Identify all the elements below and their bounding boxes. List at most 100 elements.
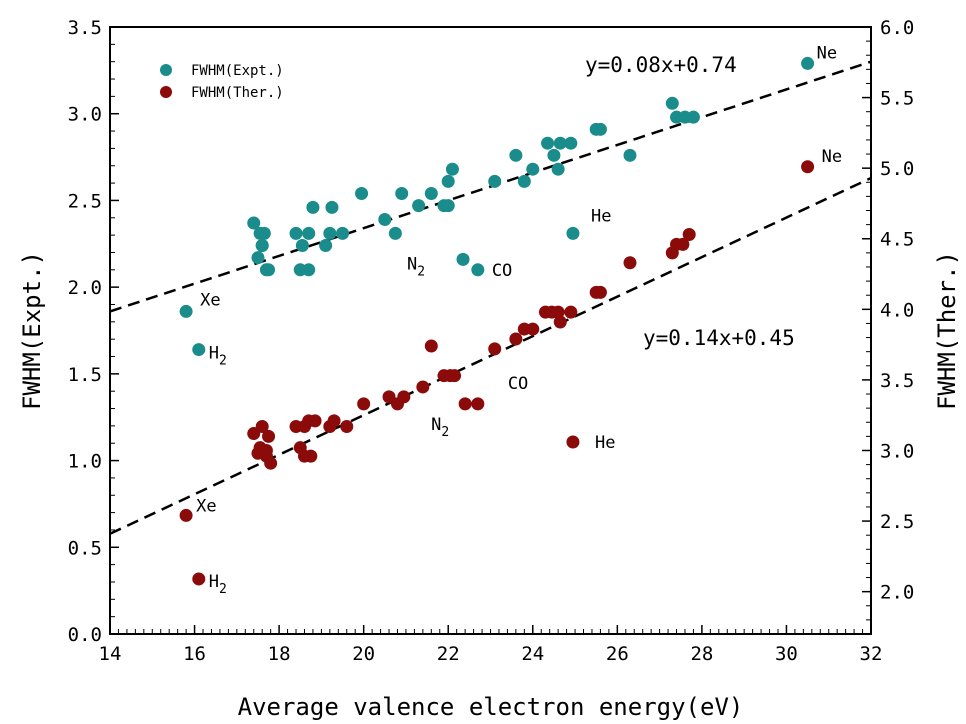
point-ther (682, 228, 696, 242)
point-expt (192, 343, 206, 357)
point-expt (262, 263, 276, 277)
point-ther (264, 456, 278, 470)
y-tick-label: 0.0 (68, 624, 102, 646)
point-ther (488, 342, 502, 356)
annotation-n: N2 (431, 415, 449, 440)
point-expt (623, 148, 637, 162)
point-expt (255, 239, 269, 253)
point-expt (179, 304, 193, 318)
annotation-he: He (595, 433, 615, 453)
point-ther (340, 419, 354, 433)
annotation-xe: Xe (196, 496, 216, 516)
point-ther (448, 369, 462, 383)
point-ther (255, 419, 269, 433)
point-expt (336, 226, 350, 240)
annotation-ne: Ne (817, 43, 837, 63)
y-tick-label: 1.5 (68, 364, 102, 386)
y2-tick-label: 5.5 (880, 88, 914, 110)
annotation-he: He (591, 206, 611, 226)
point-ther (551, 305, 565, 319)
legend-label-expt: FWHM(Expt.) (191, 63, 284, 79)
annotation-h: H2 (209, 344, 227, 369)
point-expt (526, 162, 540, 176)
point-expt (456, 252, 470, 266)
point-expt (251, 251, 265, 265)
annotation-n: N2 (407, 254, 425, 279)
point-ther (192, 572, 206, 586)
point-expt (553, 136, 567, 150)
point-ther (357, 397, 371, 411)
point-ther (566, 435, 580, 449)
data-points (179, 56, 815, 586)
point-expt (593, 122, 607, 136)
x-tick-label: 24 (521, 643, 544, 665)
point-ther (593, 285, 607, 299)
x-tick-label: 32 (860, 643, 883, 665)
annotation-ne: Ne (822, 147, 842, 167)
point-expt (566, 226, 580, 240)
annotation-text: CO (508, 374, 528, 394)
point-expt (665, 96, 679, 110)
point-expt (395, 186, 409, 200)
legend: FWHM(Expt.) FWHM(Ther.) (160, 63, 284, 101)
point-ther (416, 380, 430, 394)
y-tick-label: 2.5 (68, 190, 102, 212)
annotation-subscript: 2 (219, 354, 227, 369)
y2-tick-label: 3.5 (880, 370, 914, 392)
point-expt (295, 239, 309, 253)
annotation-text: Xe (196, 496, 216, 516)
point-expt (509, 148, 523, 162)
x-tick-label: 18 (268, 643, 291, 665)
fit-line-ther (109, 176, 872, 535)
point-expt (306, 200, 320, 214)
plot-frame (109, 26, 872, 635)
point-ther (564, 305, 578, 319)
y2-tick-label: 4.5 (880, 229, 914, 251)
fit-lines (109, 60, 872, 535)
legend-label-ther: FWHM(Ther.) (191, 85, 284, 101)
point-expt (441, 174, 455, 188)
point-expt (247, 216, 261, 230)
point-expt (388, 226, 402, 240)
annotation-text: He (595, 433, 615, 453)
point-ther (471, 397, 485, 411)
point-expt (302, 263, 316, 277)
point-expt (541, 136, 555, 150)
point-expt (445, 162, 459, 176)
point-expt (424, 186, 438, 200)
fit-line-expt (109, 60, 872, 313)
annotation-text: Xe (200, 290, 220, 310)
x-axis-title: Average valence electron energy(eV) (238, 693, 744, 721)
annotation-text: CO (492, 261, 512, 281)
point-expt (378, 213, 392, 227)
point-ther (259, 443, 273, 457)
annotation-text: H (209, 572, 219, 592)
y2-tick-label: 3.0 (880, 440, 914, 462)
point-ther (526, 322, 540, 336)
fit-equation-ther: y=0.14x+0.45 (643, 326, 795, 350)
y-tick-label: 2.0 (68, 277, 102, 299)
point-expt (471, 263, 485, 277)
point-ther (553, 315, 567, 329)
y2-axis-title: FWHM(Ther.) (933, 251, 961, 410)
x-tick-label: 20 (352, 643, 375, 665)
point-ther (509, 332, 523, 346)
annotation-h: H2 (209, 572, 227, 597)
annotation-text: He (591, 206, 611, 226)
point-expt (801, 56, 815, 70)
point-expt (319, 239, 333, 253)
annotation-text: Ne (817, 43, 837, 63)
annotation-text: H (209, 344, 219, 364)
x-tick-label: 16 (183, 643, 206, 665)
point-ther (458, 397, 472, 411)
point-expt (488, 174, 502, 188)
point-ther (327, 414, 341, 428)
y-tick-label: 0.5 (68, 537, 102, 559)
point-ther (424, 339, 438, 353)
annotation-subscript: 2 (417, 264, 425, 279)
annotation-co: CO (508, 374, 528, 394)
x-tick-label: 30 (775, 643, 798, 665)
annotation-text: N (431, 415, 441, 435)
